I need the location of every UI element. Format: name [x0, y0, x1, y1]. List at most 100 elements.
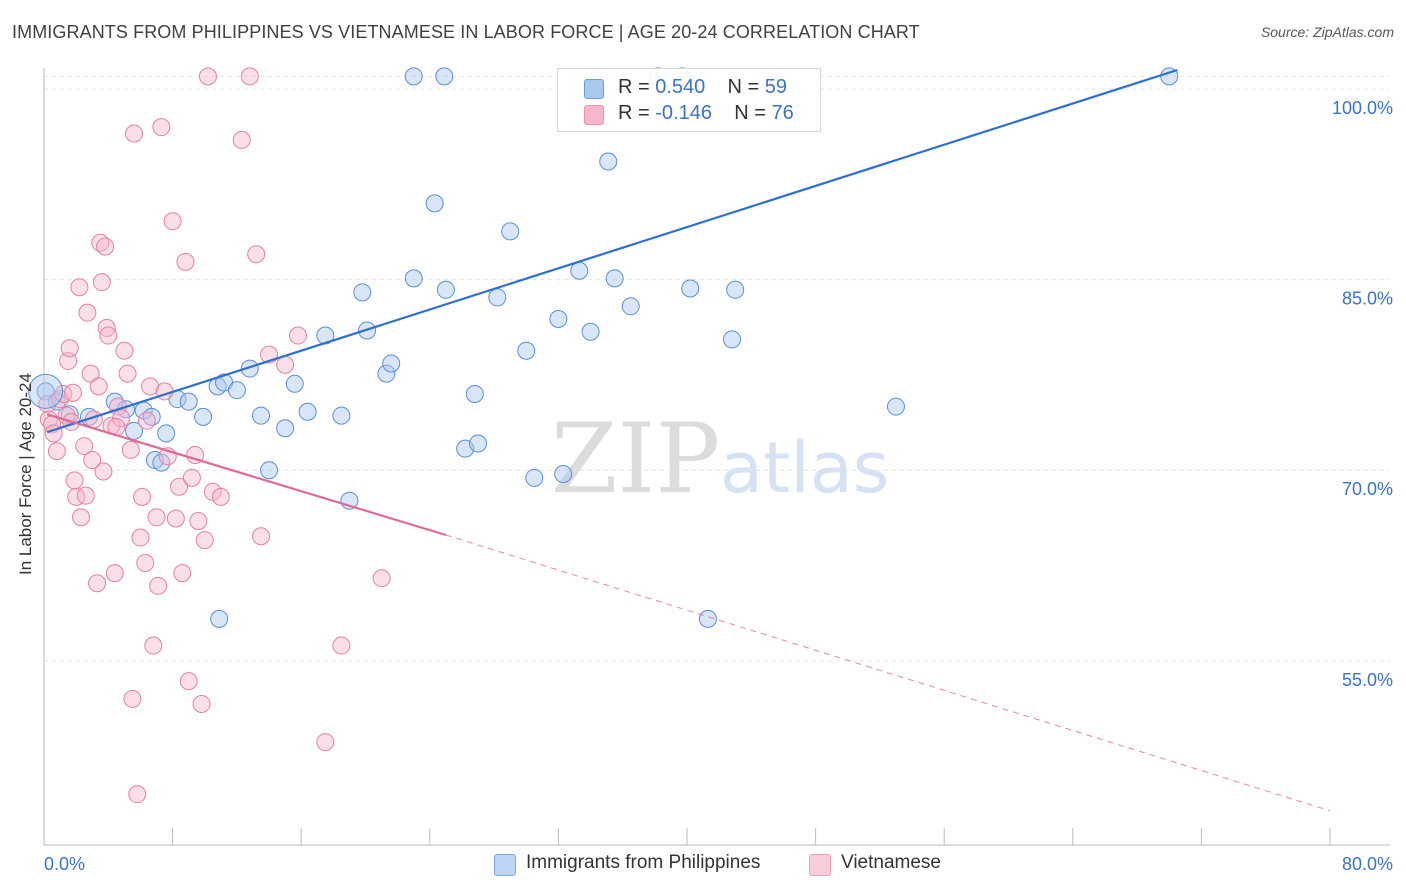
vietnamese-point — [247, 245, 266, 264]
vietnamese-point — [81, 364, 100, 383]
legend-n-label: N = — [727, 76, 760, 98]
vietnamese-point — [60, 339, 79, 358]
philippines-point — [227, 381, 246, 400]
vietnamese-point — [186, 445, 205, 464]
vietnamese-point — [173, 564, 192, 583]
vietnamese-point — [232, 130, 251, 149]
vietnamese-point — [133, 487, 152, 506]
vietnamese-point — [179, 672, 198, 691]
philippines-point — [605, 269, 624, 288]
philippines-point — [240, 359, 259, 378]
philippines-point — [377, 364, 396, 383]
legend-swatch-vietnamese — [584, 105, 604, 125]
philippines-point — [353, 283, 372, 302]
philippines-point — [157, 424, 176, 443]
vietnamese-point — [136, 553, 155, 572]
vietnamese-point — [288, 326, 307, 345]
legend-r-value-philippines: 0.540 — [655, 76, 706, 98]
vietnamese-point — [198, 67, 217, 86]
legend-r-value-vietnamese: -0.146 — [655, 102, 712, 124]
legend-r-label: R = — [618, 102, 650, 124]
vietnamese-point — [372, 569, 391, 588]
philippines-point — [886, 397, 905, 416]
vietnamese-point — [137, 411, 156, 430]
vietnamese-point — [332, 636, 351, 655]
vietnamese-point — [76, 486, 95, 505]
vietnamese-point — [170, 477, 189, 496]
vietnamese-point — [63, 383, 82, 402]
vietnamese-point — [128, 785, 147, 804]
vietnamese-point — [189, 512, 208, 531]
vietnamese-point — [96, 237, 115, 256]
philippines-point — [194, 407, 213, 426]
philippines-point — [179, 392, 198, 411]
philippines-point — [425, 194, 444, 213]
philippines-point — [404, 269, 423, 288]
vietnamese-point — [240, 67, 259, 86]
bottom-legend-label-philippines: Immigrants from Philippines — [526, 852, 761, 873]
philippines-point — [436, 280, 455, 299]
y-tick-label: 70.0% — [1342, 479, 1393, 499]
legend-r-label: R = — [618, 76, 650, 98]
vietnamese-point — [115, 341, 134, 360]
vietnamese-point — [47, 442, 66, 461]
vietnamese-point — [75, 437, 94, 456]
philippines-point — [469, 434, 488, 453]
vietnamese-point — [131, 528, 150, 547]
vietnamese-point — [83, 451, 102, 470]
vietnamese-point — [65, 471, 84, 490]
vietnamese-point — [176, 252, 195, 271]
philippines-point — [723, 330, 742, 349]
vietnamese-point — [112, 409, 131, 428]
x-tick-label-min: 0.0% — [44, 854, 85, 874]
vietnamese-point — [192, 694, 211, 713]
philippines-point — [298, 402, 317, 421]
philippines-point — [581, 322, 600, 341]
philippines-point — [554, 465, 573, 484]
vietnamese-point — [149, 576, 168, 595]
philippines-point — [332, 406, 351, 425]
philippines-point — [210, 609, 229, 628]
legend-swatch-philippines — [584, 79, 604, 99]
philippines-point — [488, 288, 507, 307]
vietnamese-point — [123, 689, 142, 708]
y-tick-label: 100.0% — [1332, 98, 1393, 118]
vietnamese-point — [71, 508, 90, 527]
vietnamese-point — [163, 212, 182, 231]
correlation-legend: R = 0.540 N = 59 R = -0.146 N = 76 — [557, 68, 821, 132]
philippines-point — [599, 152, 618, 171]
y-tick-label: 85.0% — [1342, 289, 1393, 309]
vietnamese-point — [88, 574, 107, 593]
philippines-point — [276, 419, 295, 438]
philippines-point — [125, 421, 144, 440]
vietnamese-point — [144, 636, 163, 655]
vietnamese-point — [99, 326, 118, 345]
bottom-legend-swatch-vietnamese — [809, 854, 831, 876]
vietnamese-point — [92, 273, 111, 292]
philippines-point — [570, 261, 589, 280]
philippines-point — [698, 609, 717, 628]
vietnamese-point — [121, 440, 140, 459]
vietnamese-point — [89, 377, 108, 396]
philippines-trend-line — [46, 68, 1178, 434]
philippines-point — [517, 341, 536, 360]
legend-n-value-philippines: 59 — [764, 76, 788, 98]
vietnamese-point — [182, 468, 201, 487]
vietnamese-point — [141, 377, 160, 396]
vietnamese-point — [147, 508, 166, 527]
vietnamese-point — [211, 487, 230, 506]
philippines-point — [549, 310, 568, 329]
vietnamese-point — [166, 509, 185, 528]
philippines-point — [465, 384, 484, 403]
bottom-legend-swatch-philippines — [494, 854, 516, 876]
philippines-point — [404, 67, 423, 86]
philippines-point — [382, 354, 401, 373]
philippines-point — [621, 297, 640, 316]
chart-title: IMMIGRANTS FROM PHILIPPINES VS VIETNAMES… — [12, 22, 920, 42]
y-axis-label: In Labor Force | Age 20-24 — [16, 373, 35, 575]
philippines-point-large — [28, 373, 64, 409]
philippines-point — [285, 374, 304, 393]
philippines-point — [681, 279, 700, 298]
x-tick-label-max: 80.0% — [1342, 854, 1393, 874]
vietnamese-point — [118, 364, 137, 383]
